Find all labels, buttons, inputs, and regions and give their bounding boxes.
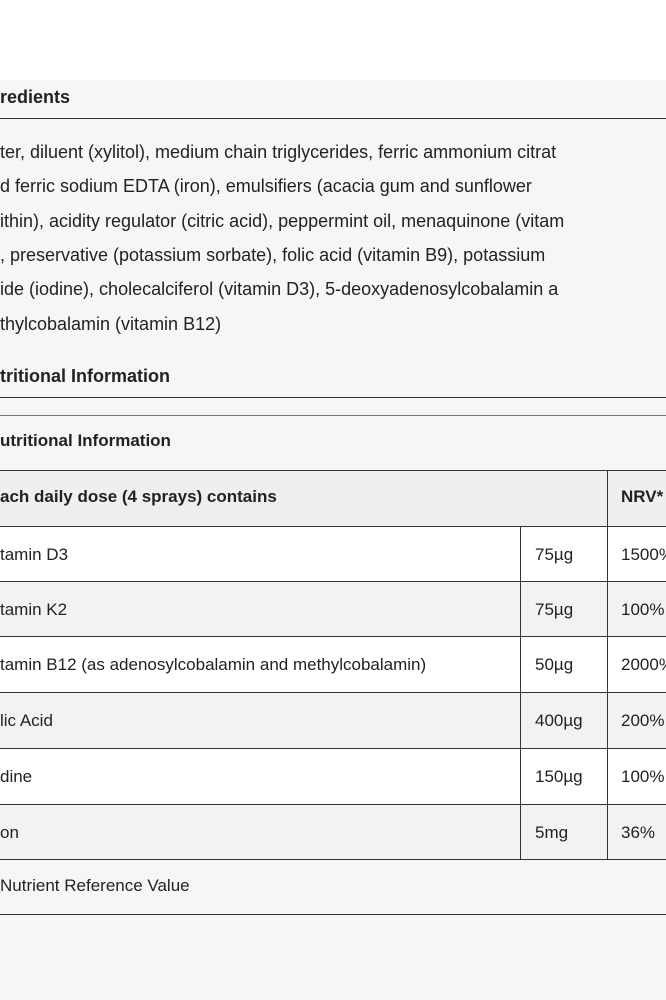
column-divider [607, 471, 608, 860]
table-header-row [0, 471, 666, 527]
table-row [0, 637, 666, 693]
ingredients-line: ithin), acidity regulator (citric acid),… [0, 210, 565, 231]
table-row [0, 527, 666, 582]
content-panel: redients ter, diluent (xylitol), medium c… [0, 80, 666, 1000]
table-row [0, 805, 666, 860]
nutrient-name: tamin B12 (as adenosylcobalamin and meth… [0, 655, 427, 674]
divider [0, 470, 666, 471]
nutrient-amount: 50µg [535, 655, 574, 674]
nutrient-nrv: 100% [621, 767, 665, 786]
ingredients-line: , preservative (potassium sorbate), foli… [0, 244, 546, 265]
section-title: redients [0, 87, 71, 107]
nutrient-nrv: 36% [621, 822, 656, 842]
table-row [0, 749, 666, 805]
nutrient-amount: 75µg [535, 599, 574, 619]
divider [0, 118, 666, 119]
nutrient-name: tamin K2 [0, 599, 68, 619]
nutrient-nrv: 100% [621, 599, 665, 619]
divider [0, 914, 666, 915]
nutrient-name: lic Acid [0, 711, 53, 730]
column-divider [520, 527, 521, 860]
nutrient-nrv: 200% [621, 711, 665, 730]
nutrient-nrv: 2000% [621, 655, 666, 674]
nutrient-amount: 5mg [535, 822, 569, 842]
nutrient-name: on [0, 822, 19, 842]
divider [0, 397, 666, 398]
divider [0, 415, 666, 416]
ingredients-line: ter, diluent (xylitol), medium chain tri… [0, 142, 557, 162]
table-header: ach daily dose (4 sprays) contains [0, 487, 277, 506]
nutrient-nrv: 1500% [621, 544, 666, 564]
table-row [0, 693, 666, 749]
ingredients-line: ide (iodine), cholecalciferol (vitamin D… [0, 279, 559, 300]
table-caption: utritional Information [0, 431, 171, 450]
nutrient-name: tamin D3 [0, 544, 69, 564]
nutrient-name: dine [0, 767, 33, 786]
table-row [0, 582, 666, 637]
nutrient-amount: 400µg [535, 711, 583, 730]
nutrient-amount: 150µg [535, 767, 583, 786]
footnote: Nutrient Reference Value [0, 876, 190, 895]
ingredients-line: d ferric sodium EDTA (iron), emulsifiers… [0, 176, 532, 197]
nutrient-amount: 75µg [535, 544, 574, 564]
table-header: NRV* [621, 487, 664, 506]
section-title: tritional Information [0, 366, 170, 386]
ingredients-line: thylcobalamin (vitamin B12) [0, 313, 222, 334]
